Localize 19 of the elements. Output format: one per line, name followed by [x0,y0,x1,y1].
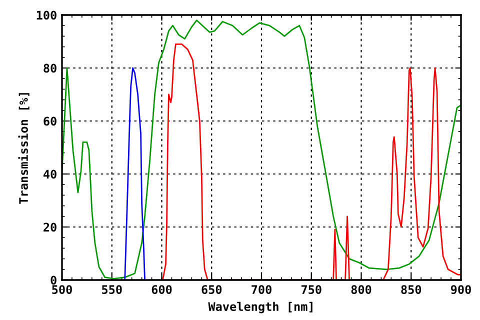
x-tick-label: 850 [401,285,422,294]
y-tick-label: 100 [36,10,56,20]
x-tick-label: 700 [252,285,272,294]
y-tick-label: 20 [44,222,56,232]
line-series [162,43,461,280]
y-tick-label: 60 [44,116,56,126]
x-tick-label: 550 [102,285,122,294]
y-tick-label: 80 [44,64,56,73]
x-tick-label: 600 [152,285,172,294]
x-axis-title: Wavelength [nm] [208,302,312,314]
y-tick-label: 40 [44,170,56,179]
y-axis-title: Transmission [%] [18,93,30,204]
line-series [124,67,146,280]
x-tick-label: 650 [202,285,222,294]
x-tick-label: 900 [450,285,471,294]
y-tick-label: 0 [50,276,56,285]
x-tick-label: 500 [52,285,72,294]
x-tick-label: 800 [351,285,372,294]
x-tick-label: 750 [301,285,322,294]
